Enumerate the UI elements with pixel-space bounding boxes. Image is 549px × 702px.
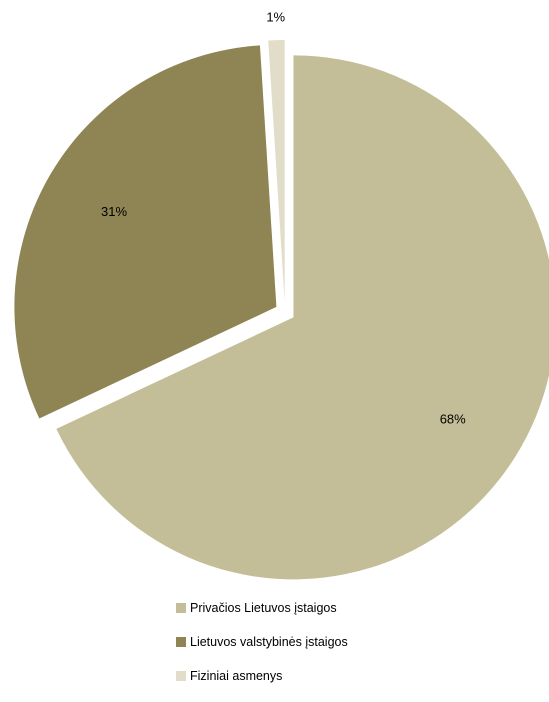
legend-label-fiziniai: Fiziniai asmenys <box>190 669 283 683</box>
pie-slice-privacios <box>56 55 549 580</box>
pie-slice-valstybines <box>14 45 277 419</box>
pie-chart: 68% 31% 1% <box>14 10 549 580</box>
legend-item-privacios: Privačios Lietuvos įstaigos <box>176 600 476 616</box>
pie-value-labels: 68% 31% 1% <box>101 10 466 427</box>
pie-slice-fiziniai <box>268 40 285 303</box>
legend-label-valstybines: Lietuvos valstybinės įstaigos <box>190 635 348 649</box>
legend-swatch-fiziniai <box>176 671 186 681</box>
legend-item-fiziniai: Fiziniai asmenys <box>176 668 476 684</box>
pie-label-valstybines: 31% <box>101 204 127 219</box>
legend-swatch-privacios <box>176 603 186 613</box>
pie-slices <box>14 40 549 580</box>
legend-item-valstybines: Lietuvos valstybinės įstaigos <box>176 634 476 650</box>
legend-swatch-valstybines <box>176 637 186 647</box>
chart-legend: Privačios Lietuvos įstaigos Lietuvos val… <box>176 600 476 702</box>
pie-label-privacios: 68% <box>440 411 466 426</box>
legend-label-privacios: Privačios Lietuvos įstaigos <box>190 601 337 615</box>
pie-label-fiziniai: 1% <box>266 10 285 25</box>
